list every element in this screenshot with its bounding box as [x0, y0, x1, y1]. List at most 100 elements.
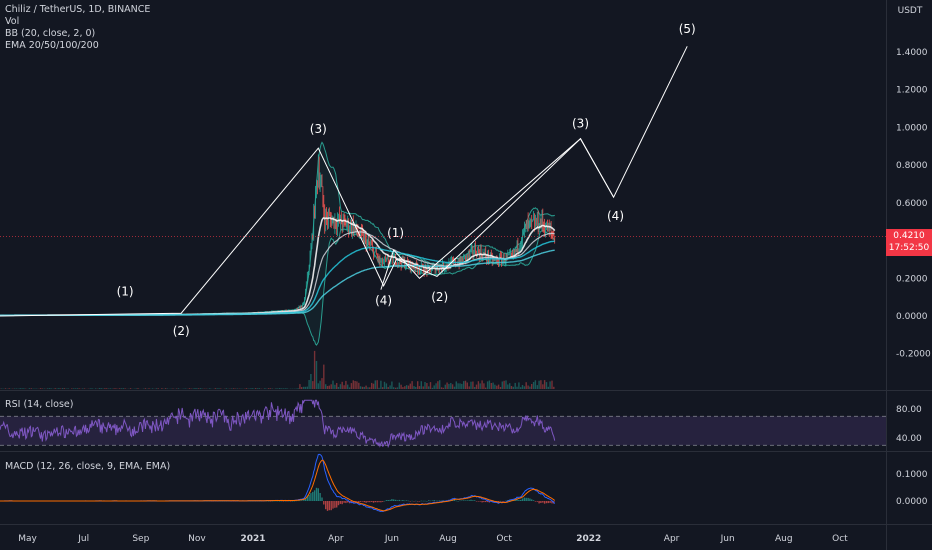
macd-hist-310 [284, 501, 286, 502]
volume-bar-332 [304, 386, 307, 389]
volume-bar-528 [485, 387, 487, 389]
volume-bar-272 [249, 388, 251, 389]
rsi-legend[interactable]: RSI (14, close) [5, 399, 74, 410]
volume-bar-108 [98, 388, 101, 389]
volume-bar-530 [486, 381, 489, 389]
volume-bar-488 [448, 383, 450, 389]
legend-volume[interactable]: Vol [5, 16, 20, 27]
time-axis[interactable]: May Jul Sep Nov 2021 Apr Jun Aug Oct 2022 Apr Jun Au… [18, 534, 848, 544]
volume-bar-238 [218, 388, 220, 389]
macd-hist-456 [418, 501, 421, 502]
macd-hist-398 [365, 501, 367, 503]
macd-pane: 0.1000 0.0000 [0, 453, 928, 513]
macd-hist-426 [391, 499, 393, 501]
volume-bar-342 [313, 350, 316, 389]
macd-hist-598 [549, 501, 551, 503]
volume-bar-282 [258, 388, 261, 389]
volume-bar-498 [457, 383, 459, 389]
currency-button[interactable]: USDT [893, 3, 927, 19]
volume-bar-90 [82, 388, 84, 389]
time-tick-10: Apr [664, 534, 680, 544]
macd-hist-600 [551, 501, 553, 504]
volume-bar-64 [58, 388, 60, 389]
legend-ema[interactable]: EMA 20/50/100/200 [5, 40, 99, 51]
volume-bar-378 [347, 384, 349, 389]
volume-bar-432 [396, 387, 399, 389]
volume-bar-556 [510, 386, 513, 389]
volume-bar-510 [468, 386, 470, 389]
volume-bar-476 [437, 381, 439, 389]
symbol-title[interactable]: Chiliz / TetherUS, 1D, BINANCE [5, 4, 151, 15]
macd-hist-472 [433, 500, 435, 501]
volume-bar-394 [361, 386, 364, 389]
volume-bar-534 [490, 383, 492, 389]
volume-bar-162 [148, 388, 150, 389]
volume-bar-118 [107, 388, 110, 389]
time-tick-12: Aug [775, 534, 793, 544]
volume-bar-300 [275, 388, 277, 389]
volume-bar-110 [100, 388, 102, 389]
macd-hist-340 [312, 491, 314, 501]
macd-hist-444 [407, 500, 410, 502]
volume-bar-114 [104, 388, 106, 389]
wave-label-1-2: (2) [173, 324, 190, 338]
volume-bar-444 [407, 385, 410, 389]
volume-bar-136 [124, 388, 126, 389]
legend-bollinger[interactable]: BB (20, close, 2, 0) [5, 28, 96, 39]
volume-bar-446 [409, 383, 411, 389]
macd-hist-334 [306, 496, 308, 501]
time-tick-1: Jul [77, 534, 89, 544]
wave-label-2-1: (1) [387, 226, 404, 240]
volume-bar-210 [192, 388, 194, 389]
volume-bar-482 [442, 387, 445, 389]
price-tick-0: 1.4000 [896, 48, 928, 58]
volume-bar-420 [385, 383, 388, 389]
volume-bar-472 [433, 385, 435, 389]
macd-hist-396 [363, 501, 365, 503]
wave-label-2-4: (4) [607, 209, 624, 223]
macd-hist-308 [282, 501, 284, 502]
macd-legend[interactable]: MACD (12, 26, close, 9, EMA, EMA) [5, 461, 171, 472]
volume-bar-182 [166, 388, 169, 389]
volume-bar-474 [435, 383, 437, 389]
macd-hist-392 [359, 501, 362, 502]
macd-hist-360 [330, 501, 332, 511]
volume-bar-388 [356, 381, 358, 389]
volume-bar-358 [328, 385, 330, 389]
volume-bar-524 [481, 380, 483, 389]
volume-bar-166 [152, 388, 154, 389]
macd-hist-362 [332, 501, 334, 509]
volume-bar-234 [214, 388, 216, 389]
volume-bar-384 [352, 380, 354, 389]
volume-bar-546 [501, 381, 503, 389]
volume-bars [0, 350, 555, 389]
macd-hist-460 [422, 500, 424, 502]
volume-bar-130 [118, 388, 121, 389]
macd-hist-436 [400, 500, 402, 501]
macd-hist-400 [367, 501, 369, 503]
macd-hist-424 [389, 499, 391, 501]
macd-hist-478 [439, 500, 441, 501]
volume-bar-558 [512, 386, 514, 389]
elliott-wave-drawing[interactable]: (1) (2) (3) (4) (5) (1) (2) (3) (4) [0, 22, 696, 338]
macd-hist-476 [437, 500, 439, 502]
volume-bar-398 [365, 385, 367, 389]
macd-hist-322 [295, 500, 297, 502]
volume-bar-126 [115, 388, 117, 389]
volume-bar-214 [196, 388, 198, 389]
macd-hist-330 [302, 500, 305, 501]
macd-hist-438 [402, 500, 404, 501]
macd-hist-366 [336, 501, 338, 508]
volume-bar-212 [194, 388, 196, 389]
macd-hist-388 [356, 501, 358, 502]
volume-bar-112 [102, 388, 104, 389]
volume-bar-548 [503, 380, 505, 389]
volume-bar-450 [413, 386, 415, 389]
macd-hist-466 [428, 500, 430, 501]
macd-hist-502 [461, 500, 463, 501]
macd-hist-520 [477, 501, 480, 502]
macd-hist-572 [525, 497, 527, 501]
volume-bar-306 [280, 388, 283, 389]
